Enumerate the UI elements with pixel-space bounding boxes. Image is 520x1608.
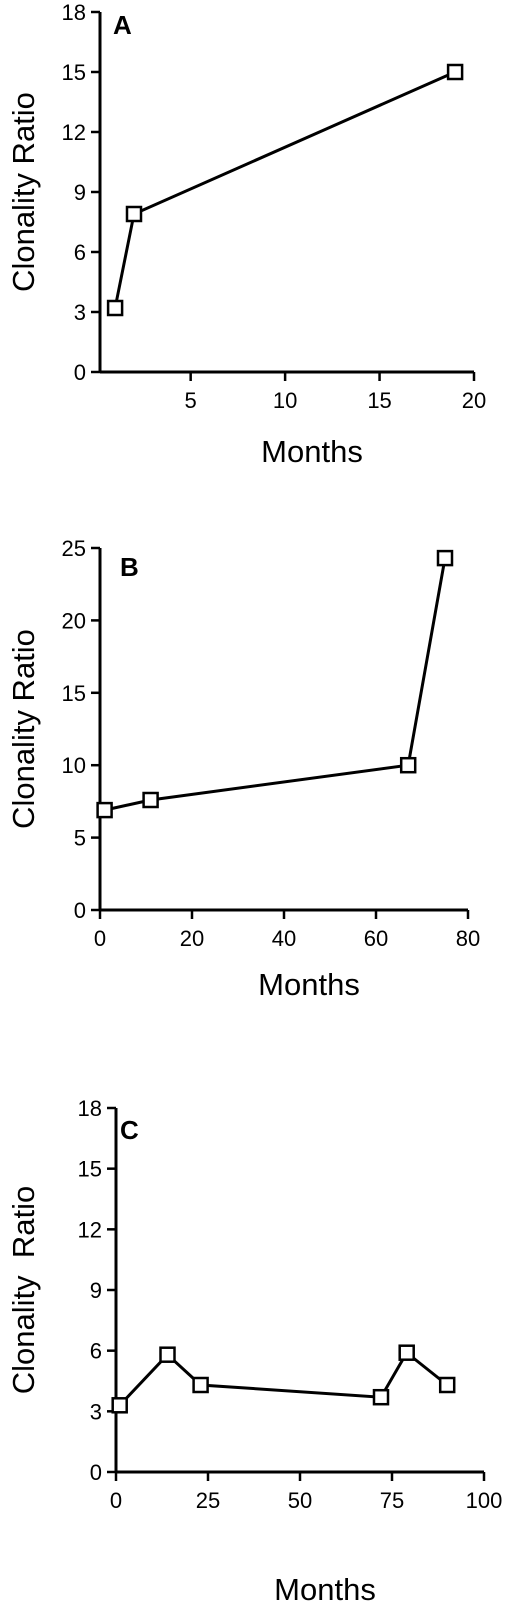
panel-label: C: [120, 1115, 139, 1145]
x-tick-label: 20: [180, 926, 204, 951]
chart-panel-c: 0 3 6 9 12 15 18 0 25 50 75 100 Clonality Ratio Month…: [6, 1096, 502, 1607]
y-tick-label: 9: [74, 180, 86, 205]
y-tick-label: 20: [62, 608, 86, 633]
data-point: [446, 63, 464, 81]
y-tick-label: 6: [90, 1339, 102, 1364]
y-tick-label: 10: [62, 753, 86, 778]
x-tick-label: 15: [367, 388, 391, 413]
y-tick-label: 6: [74, 240, 86, 265]
data-point: [111, 1397, 128, 1414]
data-point: [159, 1346, 176, 1363]
x-tick-label: 80: [456, 926, 480, 951]
data-point: [96, 801, 113, 819]
y-axis-label: Clonality Ratio: [6, 92, 41, 292]
x-axis-label: Months: [258, 967, 360, 1002]
data-point: [398, 1344, 415, 1361]
x-axis-label: Months: [274, 1572, 376, 1607]
y-tick-label: 18: [78, 1096, 102, 1121]
y-axis-label: Clonality Ratio: [6, 629, 41, 829]
panel-label: A: [113, 10, 132, 40]
data-point: [106, 299, 124, 317]
y-tick-label: 18: [62, 0, 86, 25]
data-point: [125, 205, 143, 223]
panel-label: B: [120, 552, 139, 582]
x-tick-label: 60: [364, 926, 388, 951]
data-point: [438, 1376, 456, 1394]
y-tick-label: 12: [62, 120, 86, 145]
x-tick-label: 50: [288, 1488, 312, 1513]
y-tick-label: 15: [62, 60, 86, 85]
y-tick-label: 0: [90, 1460, 102, 1485]
x-tick-label: 0: [110, 1488, 122, 1513]
y-tick-label: 3: [74, 300, 86, 325]
y-axis-label: Clonality Ratio: [6, 1186, 41, 1394]
y-tick-label: 5: [74, 826, 86, 851]
y-tick-label: 12: [78, 1217, 102, 1242]
y-tick-label: 15: [78, 1157, 102, 1182]
chart-panel-a: 0 3 6 9 12 15 18 5 10 15 20 Clonality Ratio Months A: [6, 0, 486, 469]
series-line: [104, 557, 447, 812]
x-tick-label: 75: [380, 1488, 404, 1513]
x-tick-label: 20: [462, 388, 486, 413]
series-line: [113, 70, 456, 309]
x-axis-label: Months: [261, 434, 363, 469]
y-tick-label: 9: [90, 1278, 102, 1303]
data-point: [192, 1376, 209, 1394]
data-point: [372, 1388, 390, 1406]
x-tick-label: 10: [273, 388, 297, 413]
x-tick-label: 0: [94, 926, 106, 951]
y-tick-label: 0: [74, 360, 86, 385]
y-tick-label: 15: [62, 681, 86, 706]
x-tick-label: 100: [466, 1488, 503, 1513]
x-tick-label: 40: [272, 926, 296, 951]
y-tick-label: 25: [62, 536, 86, 561]
x-tick-label: 5: [185, 388, 197, 413]
chart-panel-b: 0 5 10 15 20 25 0 20 40 60 80 Clonality Ratio Months…: [6, 536, 480, 1002]
data-point: [399, 756, 417, 774]
y-tick-label: 3: [90, 1399, 102, 1424]
data-point: [142, 791, 159, 809]
x-tick-label: 25: [196, 1488, 220, 1513]
y-tick-label: 0: [74, 898, 86, 923]
data-point: [436, 549, 454, 567]
